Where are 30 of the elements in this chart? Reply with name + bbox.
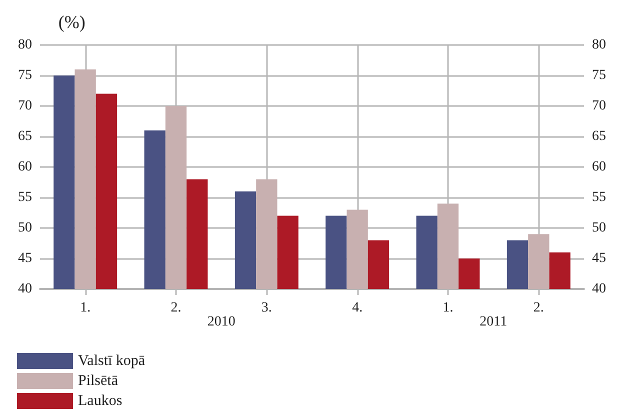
y2-tick-label: 50	[592, 220, 606, 236]
y2-tick-label: 80	[592, 38, 606, 52]
x-tick-label: 1.	[80, 300, 91, 316]
y2-tick-label: 70	[592, 98, 606, 114]
legend-label: Pilsētā	[78, 373, 118, 389]
text: 2011	[480, 314, 508, 330]
x-tick-label: 1.	[442, 300, 454, 316]
y-tick-label: 70	[18, 98, 32, 114]
y2-tick-label: 55	[592, 190, 606, 205]
y2-tick-label: 75	[592, 68, 606, 83]
x-tick-label: 4.	[352, 300, 363, 316]
y-tick-label: 65	[18, 129, 32, 144]
y2-tick-label: 65	[592, 129, 606, 144]
y2-tick-label: 60	[592, 160, 606, 174]
y-tick-label: 45	[18, 251, 32, 266]
y-tick-label: 40	[18, 282, 32, 296]
x-tick-label: 2.	[533, 300, 544, 316]
y-tick-label: 80	[18, 38, 32, 52]
legend-label: Valstī kopā	[78, 353, 146, 369]
text: 2010	[207, 314, 236, 330]
y-tick-label: 55	[18, 190, 32, 205]
legend-label: Laukos	[78, 393, 122, 409]
y2-tick-label: 45	[592, 251, 606, 266]
y-tick-label: 50	[18, 220, 32, 236]
x-tick-label: 3.	[261, 300, 272, 316]
y-tick-label: 60	[18, 160, 32, 174]
y2-tick-label: 40	[592, 282, 606, 296]
y-axis-title: (%)	[58, 12, 86, 32]
y-tick-label: 75	[18, 68, 32, 83]
x-tick-label: 2.	[170, 300, 182, 316]
